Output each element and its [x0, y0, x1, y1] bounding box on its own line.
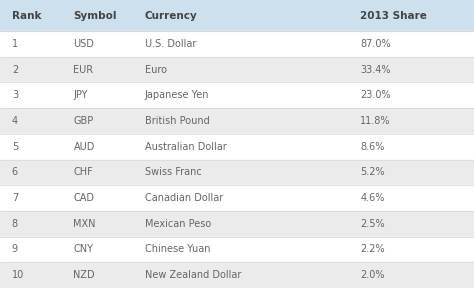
Text: 2.0%: 2.0% [360, 270, 385, 280]
Text: 10: 10 [12, 270, 24, 280]
Bar [0, 108, 474, 134]
Text: AUD: AUD [73, 142, 95, 152]
Text: 2013 Share: 2013 Share [360, 11, 427, 20]
Text: Symbol: Symbol [73, 11, 117, 20]
Text: 6: 6 [12, 167, 18, 177]
Bar [0, 82, 474, 108]
Text: CHF: CHF [73, 167, 93, 177]
Text: New Zealand Dollar: New Zealand Dollar [145, 270, 241, 280]
Bar [0, 57, 474, 82]
Text: 5: 5 [12, 142, 18, 152]
Text: CAD: CAD [73, 193, 94, 203]
Text: Mexican Peso: Mexican Peso [145, 219, 211, 229]
Text: 5.2%: 5.2% [360, 167, 385, 177]
Text: 87.0%: 87.0% [360, 39, 391, 49]
Bar [0, 160, 474, 185]
Text: Canadian Dollar: Canadian Dollar [145, 193, 223, 203]
Text: Euro: Euro [145, 65, 166, 75]
Text: 8.6%: 8.6% [360, 142, 384, 152]
Text: U.S. Dollar: U.S. Dollar [145, 39, 196, 49]
Text: 2: 2 [12, 65, 18, 75]
Bar [0, 237, 474, 262]
Text: 8: 8 [12, 219, 18, 229]
Text: MXN: MXN [73, 219, 96, 229]
Bar [0, 31, 474, 57]
Text: 3: 3 [12, 90, 18, 100]
Text: Currency: Currency [145, 11, 197, 20]
Text: Rank: Rank [12, 11, 41, 20]
Bar [0, 262, 474, 288]
Text: EUR: EUR [73, 65, 93, 75]
Text: USD: USD [73, 39, 94, 49]
Text: 23.0%: 23.0% [360, 90, 391, 100]
Text: 2.5%: 2.5% [360, 219, 385, 229]
Bar [0, 134, 474, 160]
Bar [0, 185, 474, 211]
Text: 7: 7 [12, 193, 18, 203]
Text: NZD: NZD [73, 270, 95, 280]
Bar [0, 0, 474, 31]
Text: 1: 1 [12, 39, 18, 49]
Text: GBP: GBP [73, 116, 94, 126]
Text: JPY: JPY [73, 90, 88, 100]
Text: 9: 9 [12, 245, 18, 255]
Text: CNY: CNY [73, 245, 93, 255]
Text: Japanese Yen: Japanese Yen [145, 90, 209, 100]
Text: 4: 4 [12, 116, 18, 126]
Text: 11.8%: 11.8% [360, 116, 391, 126]
Text: Australian Dollar: Australian Dollar [145, 142, 226, 152]
Bar [0, 211, 474, 237]
Text: 4.6%: 4.6% [360, 193, 384, 203]
Text: Chinese Yuan: Chinese Yuan [145, 245, 210, 255]
Text: 33.4%: 33.4% [360, 65, 391, 75]
Text: British Pound: British Pound [145, 116, 210, 126]
Text: 2.2%: 2.2% [360, 245, 385, 255]
Text: Swiss Franc: Swiss Franc [145, 167, 201, 177]
